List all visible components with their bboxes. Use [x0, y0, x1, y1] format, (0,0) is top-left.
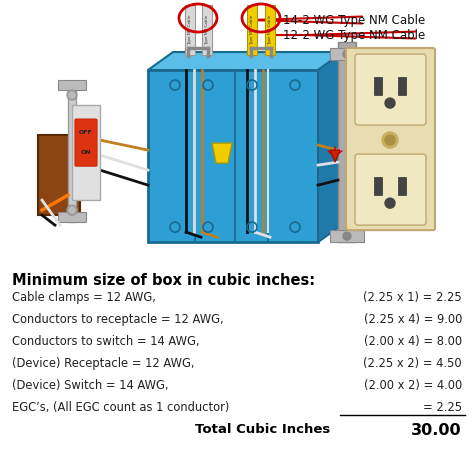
Text: (2.25 x 2) = 4.50: (2.25 x 2) = 4.50 — [364, 356, 462, 370]
Text: Cable clamps = 12 AWG,: Cable clamps = 12 AWG, — [12, 291, 156, 303]
Text: (2.00 x 2) = 4.00: (2.00 x 2) = 4.00 — [364, 379, 462, 392]
Polygon shape — [330, 150, 340, 162]
FancyBboxPatch shape — [374, 77, 382, 95]
Text: Type NM Cable: Type NM Cable — [268, 15, 272, 45]
FancyBboxPatch shape — [38, 135, 80, 215]
FancyBboxPatch shape — [58, 80, 86, 90]
FancyBboxPatch shape — [398, 177, 406, 195]
Text: Minimum size of box in cubic inches:: Minimum size of box in cubic inches: — [12, 273, 315, 289]
FancyBboxPatch shape — [68, 82, 76, 222]
Circle shape — [385, 135, 395, 145]
Circle shape — [69, 207, 75, 213]
Circle shape — [385, 198, 395, 208]
FancyBboxPatch shape — [72, 105, 100, 200]
Text: ON: ON — [81, 150, 91, 155]
Text: = 2.25: = 2.25 — [423, 401, 462, 414]
Polygon shape — [148, 52, 343, 70]
Circle shape — [69, 92, 75, 98]
FancyBboxPatch shape — [247, 5, 257, 55]
Text: Type NM Cable: Type NM Cable — [205, 15, 209, 45]
Text: Total Cubic Inches: Total Cubic Inches — [195, 423, 330, 436]
FancyBboxPatch shape — [58, 212, 86, 222]
Text: 12-2 WG Type NM Cable: 12-2 WG Type NM Cable — [283, 28, 425, 42]
Text: Conductors to switch = 14 AWG,: Conductors to switch = 14 AWG, — [12, 335, 200, 347]
FancyBboxPatch shape — [202, 5, 212, 55]
Text: Conductors to receptacle = 12 AWG,: Conductors to receptacle = 12 AWG, — [12, 312, 224, 326]
FancyBboxPatch shape — [75, 119, 97, 166]
FancyBboxPatch shape — [148, 70, 318, 242]
Text: 30.00: 30.00 — [411, 423, 462, 438]
FancyBboxPatch shape — [398, 77, 406, 95]
Text: Type NM Cable: Type NM Cable — [250, 15, 254, 45]
Text: (2.00 x 4) = 8.00: (2.00 x 4) = 8.00 — [364, 335, 462, 347]
Circle shape — [382, 132, 398, 148]
Circle shape — [67, 205, 77, 215]
FancyBboxPatch shape — [374, 177, 382, 195]
Text: (2.25 x 4) = 9.00: (2.25 x 4) = 9.00 — [364, 312, 462, 326]
FancyBboxPatch shape — [330, 230, 364, 242]
Text: (2.25 x 1) = 2.25: (2.25 x 1) = 2.25 — [363, 291, 462, 303]
Circle shape — [385, 98, 395, 108]
Circle shape — [67, 90, 77, 100]
FancyBboxPatch shape — [338, 42, 356, 242]
FancyBboxPatch shape — [355, 154, 426, 225]
Text: OFF: OFF — [79, 129, 93, 135]
FancyBboxPatch shape — [185, 5, 195, 55]
FancyBboxPatch shape — [265, 5, 275, 55]
FancyBboxPatch shape — [330, 48, 364, 60]
Polygon shape — [318, 52, 343, 242]
Text: (Device) Receptacle = 12 AWG,: (Device) Receptacle = 12 AWG, — [12, 356, 194, 370]
Text: Type NM Cable: Type NM Cable — [188, 15, 192, 45]
Circle shape — [343, 232, 351, 240]
Text: (Device) Switch = 14 AWG,: (Device) Switch = 14 AWG, — [12, 379, 168, 392]
FancyBboxPatch shape — [346, 48, 435, 230]
FancyBboxPatch shape — [355, 54, 426, 125]
Text: 14-2 WG Type NM Cable: 14-2 WG Type NM Cable — [283, 14, 425, 27]
Polygon shape — [212, 143, 232, 163]
Circle shape — [343, 50, 351, 58]
Text: EGC’s, (All EGC count as 1 conductor): EGC’s, (All EGC count as 1 conductor) — [12, 401, 229, 414]
